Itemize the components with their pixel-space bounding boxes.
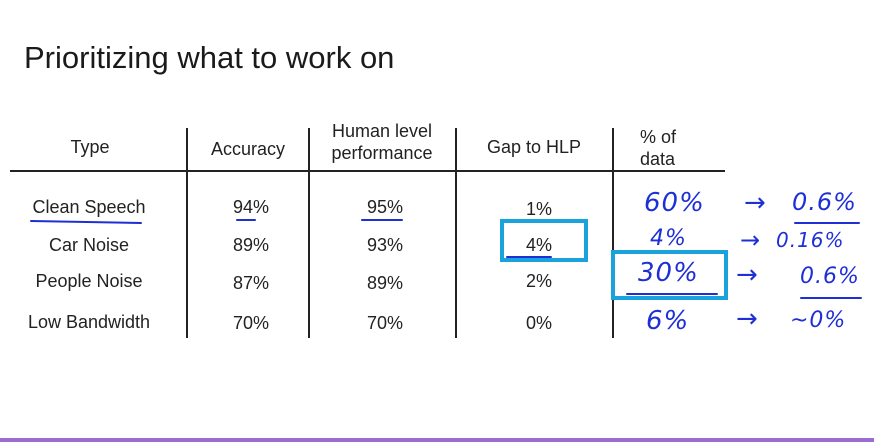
underline-annotation <box>29 220 143 224</box>
handwritten-pct: 30% <box>638 258 699 288</box>
arrow-icon: → <box>736 260 759 290</box>
header-divider <box>10 170 725 172</box>
underline-annotation <box>794 222 860 224</box>
cell-hlp: 89% <box>366 273 404 293</box>
header-type: Type <box>70 137 110 157</box>
underline-annotation <box>800 297 862 299</box>
column-divider <box>455 128 457 338</box>
handwritten-result: ~0% <box>790 308 847 333</box>
header-pct-data-line1: % of <box>640 127 677 147</box>
arrow-icon: → <box>744 188 767 218</box>
arrow-icon: → <box>740 226 762 254</box>
column-divider <box>308 128 310 338</box>
cell-accuracy: 94% <box>232 197 270 217</box>
cell-hlp: 70% <box>366 313 404 333</box>
arrow-icon: → <box>736 304 759 334</box>
header-gap: Gap to HLP <box>486 137 582 157</box>
page-title: Prioritizing what to work on <box>24 40 395 75</box>
header-human-level-line1: Human level <box>331 121 433 141</box>
bottom-bar <box>0 438 874 442</box>
cell-type: Car Noise <box>48 235 130 255</box>
column-divider <box>186 128 188 338</box>
handwritten-result: 0.6% <box>792 188 857 216</box>
header-pct-data-line2: data <box>640 149 676 169</box>
cell-gap: 1% <box>525 199 552 219</box>
cell-hlp: 95% <box>366 197 404 217</box>
underline-annotation <box>361 219 403 221</box>
cell-type: Low Bandwidth <box>27 312 151 332</box>
underline-annotation <box>506 256 552 258</box>
handwritten-pct: 6% <box>646 306 690 336</box>
cell-hlp: 93% <box>366 235 404 255</box>
underline-annotation <box>236 219 256 221</box>
cell-accuracy: 70% <box>232 313 270 333</box>
cell-accuracy: 89% <box>232 235 270 255</box>
highlight-box <box>611 250 728 300</box>
cell-type: Clean Speech <box>32 197 146 217</box>
column-divider <box>612 128 614 338</box>
handwritten-pct: 60% <box>644 188 705 218</box>
handwritten-result: 0.16% <box>776 228 845 252</box>
cell-gap: 4% <box>525 235 552 255</box>
handwritten-pct: 4% <box>650 226 687 251</box>
highlight-box <box>500 219 588 262</box>
header-accuracy: Accuracy <box>210 139 286 159</box>
cell-gap: 0% <box>525 313 552 333</box>
header-human-level-line2: performance <box>331 143 433 163</box>
underline-annotation <box>626 293 718 295</box>
cell-gap: 2% <box>525 271 552 291</box>
header-human-level: Human level performance <box>312 120 452 164</box>
cell-accuracy: 87% <box>232 273 270 293</box>
handwritten-result: 0.6% <box>800 264 860 289</box>
cell-type: People Noise <box>35 271 143 291</box>
header-pct-data: % of data <box>640 126 676 170</box>
